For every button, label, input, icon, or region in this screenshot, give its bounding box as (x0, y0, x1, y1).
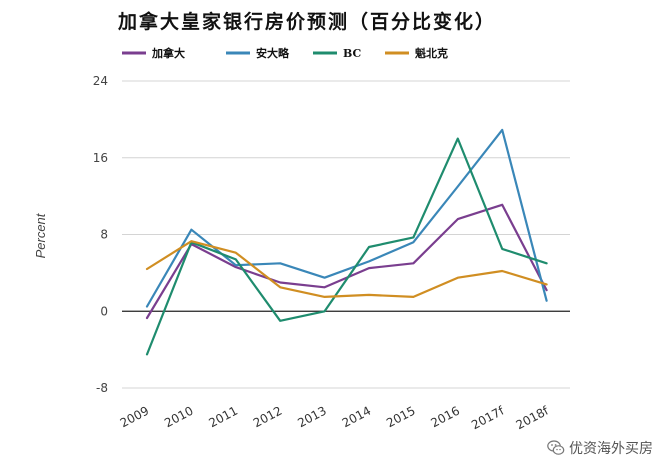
x-tick-label: 2018f (514, 403, 552, 432)
legend-label: 魁北克 (415, 46, 448, 60)
series-lines (145, 128, 548, 356)
y-tick-label: -8 (96, 381, 108, 395)
y-axis-ticks: -8 0 8 16 24 (93, 74, 108, 395)
y-tick-label: 16 (93, 151, 108, 165)
y-tick-label: 24 (93, 74, 108, 88)
y-tick-label: 0 (100, 304, 108, 318)
wechat-icon (547, 440, 565, 456)
x-tick-label: 2010 (162, 404, 196, 431)
x-axis-ticks: 2009 2010 2011 2012 2013 2014 2015 2016 2017f 201… (118, 403, 552, 432)
watermark: 优资海外买房 (547, 438, 653, 458)
chart-title: 加拿大皇家银行房价预测（百分比变化） (117, 10, 496, 33)
legend-label: BC (343, 47, 362, 60)
y-tick-label: 8 (100, 228, 108, 242)
y-axis-label: Percent (33, 212, 48, 258)
watermark-text: 优资海外买房 (569, 441, 653, 457)
x-tick-label: 2013 (295, 404, 329, 431)
x-tick-label: 2014 (340, 404, 374, 431)
x-tick-label: 2009 (118, 404, 152, 431)
x-tick-label: 2017f (469, 403, 507, 432)
series-line (145, 240, 548, 298)
x-tick-label: 2015 (384, 404, 418, 431)
x-tick-label: 2011 (206, 404, 240, 431)
x-tick-label: 2016 (428, 404, 462, 431)
legend-label: 安大略 (256, 46, 290, 60)
chart-legend: 加拿大 安大略 BC 魁北克 (122, 46, 448, 60)
x-tick-label: 2012 (251, 404, 285, 431)
series-line (145, 137, 548, 356)
legend-label: 加拿大 (151, 46, 185, 60)
series-line (145, 203, 548, 320)
